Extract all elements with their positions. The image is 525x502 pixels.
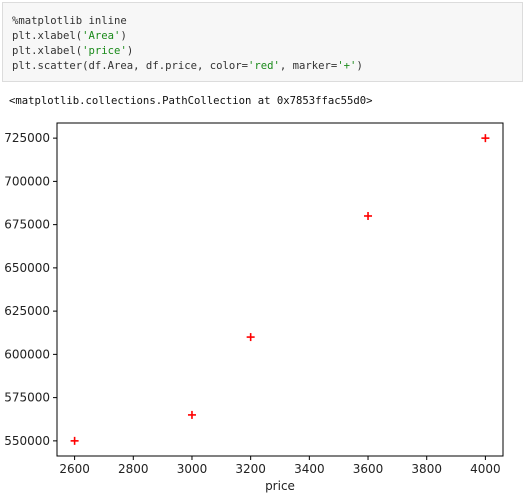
scatter-plot: 2600 2800 3000 3200 3400 3600 3800 4000 550000 57…	[4, 122, 504, 493]
x-tick-label: 3400	[294, 462, 325, 476]
code-string-token: 'red'	[248, 60, 280, 72]
y-tick-label: 700000	[4, 174, 50, 188]
code-string-token: 'price'	[82, 45, 127, 57]
x-tick-label: 4000	[470, 462, 501, 476]
cell-output-text: <matplotlib.collections.PathCollection a…	[9, 95, 373, 107]
x-tick-label: 3200	[235, 462, 266, 476]
scatter-point	[70, 436, 79, 445]
code-token: plt.scatter(df.Area, df.price, color=	[12, 60, 248, 72]
code-token: , marker=	[279, 60, 338, 72]
x-axis-label: price	[265, 479, 295, 493]
x-tick-label: 2600	[59, 462, 90, 476]
code-token: )	[356, 60, 363, 72]
y-tick-label: 675000	[4, 218, 50, 232]
x-tick-label: 3000	[177, 462, 208, 476]
scatter-point	[364, 211, 373, 220]
scatter-point	[246, 333, 255, 342]
code-line: plt.xlabel('price')	[12, 44, 133, 58]
y-tick-label: 575000	[4, 391, 50, 405]
code-token: plt.xlabel(	[12, 45, 83, 57]
code-line: plt.xlabel('Area')	[12, 29, 127, 43]
code-cell[interactable]: %matplotlib inline plt.xlabel('Area') plt.…	[2, 2, 523, 82]
y-tick-label: 725000	[4, 131, 50, 145]
y-tick-label: 650000	[4, 261, 50, 275]
x-tick-label: 3600	[353, 462, 384, 476]
code-line: plt.scatter(df.Area, df.price, color='re…	[12, 59, 363, 73]
code-token: %matplotlib inline	[12, 15, 127, 27]
code-token: )	[126, 45, 134, 57]
x-tick-label: 3800	[411, 462, 442, 476]
y-tick-label: 600000	[4, 347, 50, 361]
code-line: %matplotlib inline	[12, 14, 127, 28]
code-string-token: 'Area'	[82, 30, 121, 42]
y-tick-label: 625000	[4, 304, 50, 318]
code-string-token: '+'	[337, 60, 357, 72]
x-tick-label: 2800	[118, 462, 149, 476]
scatter-point	[481, 134, 490, 143]
code-token: )	[120, 30, 127, 42]
plot-frame	[56, 122, 504, 457]
code-token: plt.xlabel(	[12, 30, 83, 42]
y-tick-label: 550000	[4, 434, 50, 448]
scatter-point	[187, 410, 196, 419]
